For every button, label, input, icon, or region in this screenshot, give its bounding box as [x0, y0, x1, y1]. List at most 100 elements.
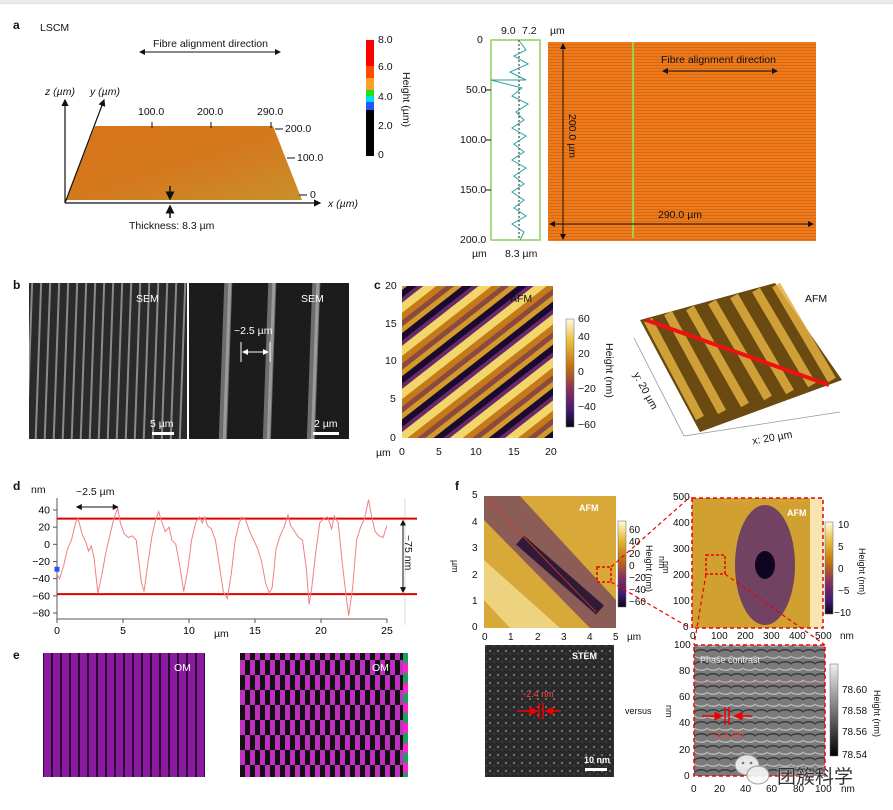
- wechat-icon: [734, 754, 770, 785]
- series-line-height-profile: [56, 499, 388, 616]
- y-tick-label: 200.0: [285, 123, 312, 135]
- scale-label-2um: 2 µm: [314, 418, 338, 430]
- z-axis-label: z (µm): [45, 86, 75, 98]
- lscm-top-view: [548, 42, 816, 241]
- colorbar-label: Height (µm): [400, 72, 412, 128]
- zoom-box-2: [705, 554, 726, 575]
- f1-cbar-tick: 60: [629, 525, 641, 536]
- x-tick-label: 5: [120, 625, 126, 637]
- scale-bar-10nm: [585, 768, 607, 771]
- f2-x-tick: 400: [789, 631, 806, 642]
- colorbar-tick: 2.0: [378, 120, 393, 132]
- panel-label-e: e: [13, 648, 20, 662]
- colorbar-tick: 8.0: [378, 34, 393, 46]
- panel-label-f: f: [455, 479, 459, 493]
- f3-x-tick: 80: [793, 784, 805, 795]
- panel-label-c: c: [374, 278, 381, 292]
- f1-y-tick: 2: [472, 570, 478, 581]
- d-x-unit: µm: [214, 628, 229, 640]
- x-tick-label: 290.0: [257, 106, 284, 118]
- sem-tag: SEM: [301, 293, 324, 305]
- versus-label: versus: [625, 706, 652, 716]
- spacing-label: ~2.5 µm: [234, 325, 273, 337]
- afm-f-tag: AFM: [579, 503, 599, 513]
- scale-bar-5um: [152, 432, 174, 435]
- afm-y-tick: 10: [385, 355, 397, 367]
- f1-cbar-tick: −60: [629, 597, 646, 608]
- f2-y-unit: nm: [661, 561, 671, 574]
- f2-x-unit: nm: [840, 631, 854, 642]
- f3-x-tick: 0: [691, 784, 697, 795]
- profile-y-tick: 0: [477, 34, 483, 46]
- afm-y-tick: 15: [385, 318, 397, 330]
- afm3d-tag: AFM: [805, 293, 828, 305]
- lscm-colorbar: [366, 40, 374, 156]
- y-tick-label: −20: [32, 556, 50, 568]
- map-fibre-label: Fibre alignment direction: [661, 54, 776, 66]
- profile-y-unit: µm: [472, 248, 487, 260]
- f1-y-tick: 4: [472, 517, 478, 528]
- profile-top-tick: 7.2: [522, 25, 537, 37]
- afm-x-tick: 5: [436, 446, 442, 458]
- f2-x-tick: 500: [815, 631, 832, 642]
- f3-x-tick: 100: [815, 784, 832, 795]
- top-edge-bar: [0, 0, 893, 4]
- f1-cbar-label: Height (nm): [644, 545, 654, 593]
- colorbar-tick: 0: [378, 149, 384, 161]
- phase-frame: [693, 644, 826, 777]
- f1-x-tick: 2: [535, 632, 541, 643]
- f2-y-tick: 500: [673, 492, 690, 503]
- y-tick-label: −80: [32, 608, 50, 620]
- f1-y-tick: 5: [472, 490, 478, 501]
- afm-y-tick: 0: [390, 432, 396, 444]
- f1-y-tick: 3: [472, 543, 478, 554]
- d-y-unit: nm: [31, 484, 46, 496]
- x-tick-label: 0: [54, 625, 60, 637]
- f2-x-tick: 0: [690, 631, 696, 642]
- afm-zoom-tag: AFM: [787, 508, 807, 518]
- profile-top-unit: µm: [550, 25, 565, 37]
- sem-tag: SEM: [136, 293, 159, 305]
- map-height-label: 200.0 µm: [566, 114, 578, 158]
- afm-colorbar: [565, 318, 575, 428]
- zoom-box-1: [596, 566, 612, 583]
- afm-cbar-tick: −40: [578, 401, 596, 413]
- f3-y-tick: 40: [679, 718, 691, 729]
- y-tick-label: 100.0: [297, 152, 324, 164]
- f1-cbar-tick: 40: [629, 537, 641, 548]
- phase-colorbar: [829, 663, 839, 757]
- profile-y-tick: 200.0: [460, 234, 487, 246]
- om-side-strip: [403, 653, 408, 777]
- stem-tag: STEM: [572, 651, 598, 661]
- afm-cbar-tick: 60: [578, 313, 590, 325]
- afm-zoom-colorbar: [824, 521, 834, 615]
- f2-cbar-tick: 5: [838, 542, 844, 553]
- f3-x-tick: 40: [740, 784, 752, 795]
- sem-image-high-mag: [189, 283, 349, 439]
- f1-cbar-tick: 20: [629, 549, 641, 560]
- panel-label-d: d: [13, 479, 21, 493]
- profile-top-tick: 9.0: [501, 25, 516, 37]
- f2-cbar-label: Height (nm): [857, 548, 867, 596]
- fibre-direction-label: Fibre alignment direction: [153, 38, 268, 50]
- height-profile-chart: 40 20 0 −20 −40 −60 −80 0 5 10 15 20 25: [32, 498, 417, 637]
- phase-cbar-tick: 78.58: [842, 706, 868, 717]
- phase-tag: Phase contrast: [700, 655, 761, 665]
- x-tick-label: 15: [249, 625, 261, 637]
- om-image-crossed: [240, 653, 403, 777]
- afm-cbar-tick: 40: [578, 331, 590, 343]
- sem-image-low-mag: [29, 283, 187, 439]
- afm-large-colorbar: [617, 520, 627, 608]
- afm-tag: AFM: [510, 293, 533, 305]
- f1-y-unit: µm: [450, 560, 460, 573]
- colorbar-tick: 4.0: [378, 91, 393, 103]
- f1-x-tick: 5: [613, 632, 619, 643]
- afm-x-tick: 20: [545, 446, 557, 458]
- x-tick-label: 25: [381, 625, 393, 637]
- om-image-aligned: [43, 653, 205, 777]
- f2-cbar-tick: 10: [838, 520, 850, 531]
- lscm-title: LSCM: [40, 22, 70, 34]
- d-period-label: ~2.5 µm: [76, 486, 115, 498]
- profile-line: [645, 318, 830, 387]
